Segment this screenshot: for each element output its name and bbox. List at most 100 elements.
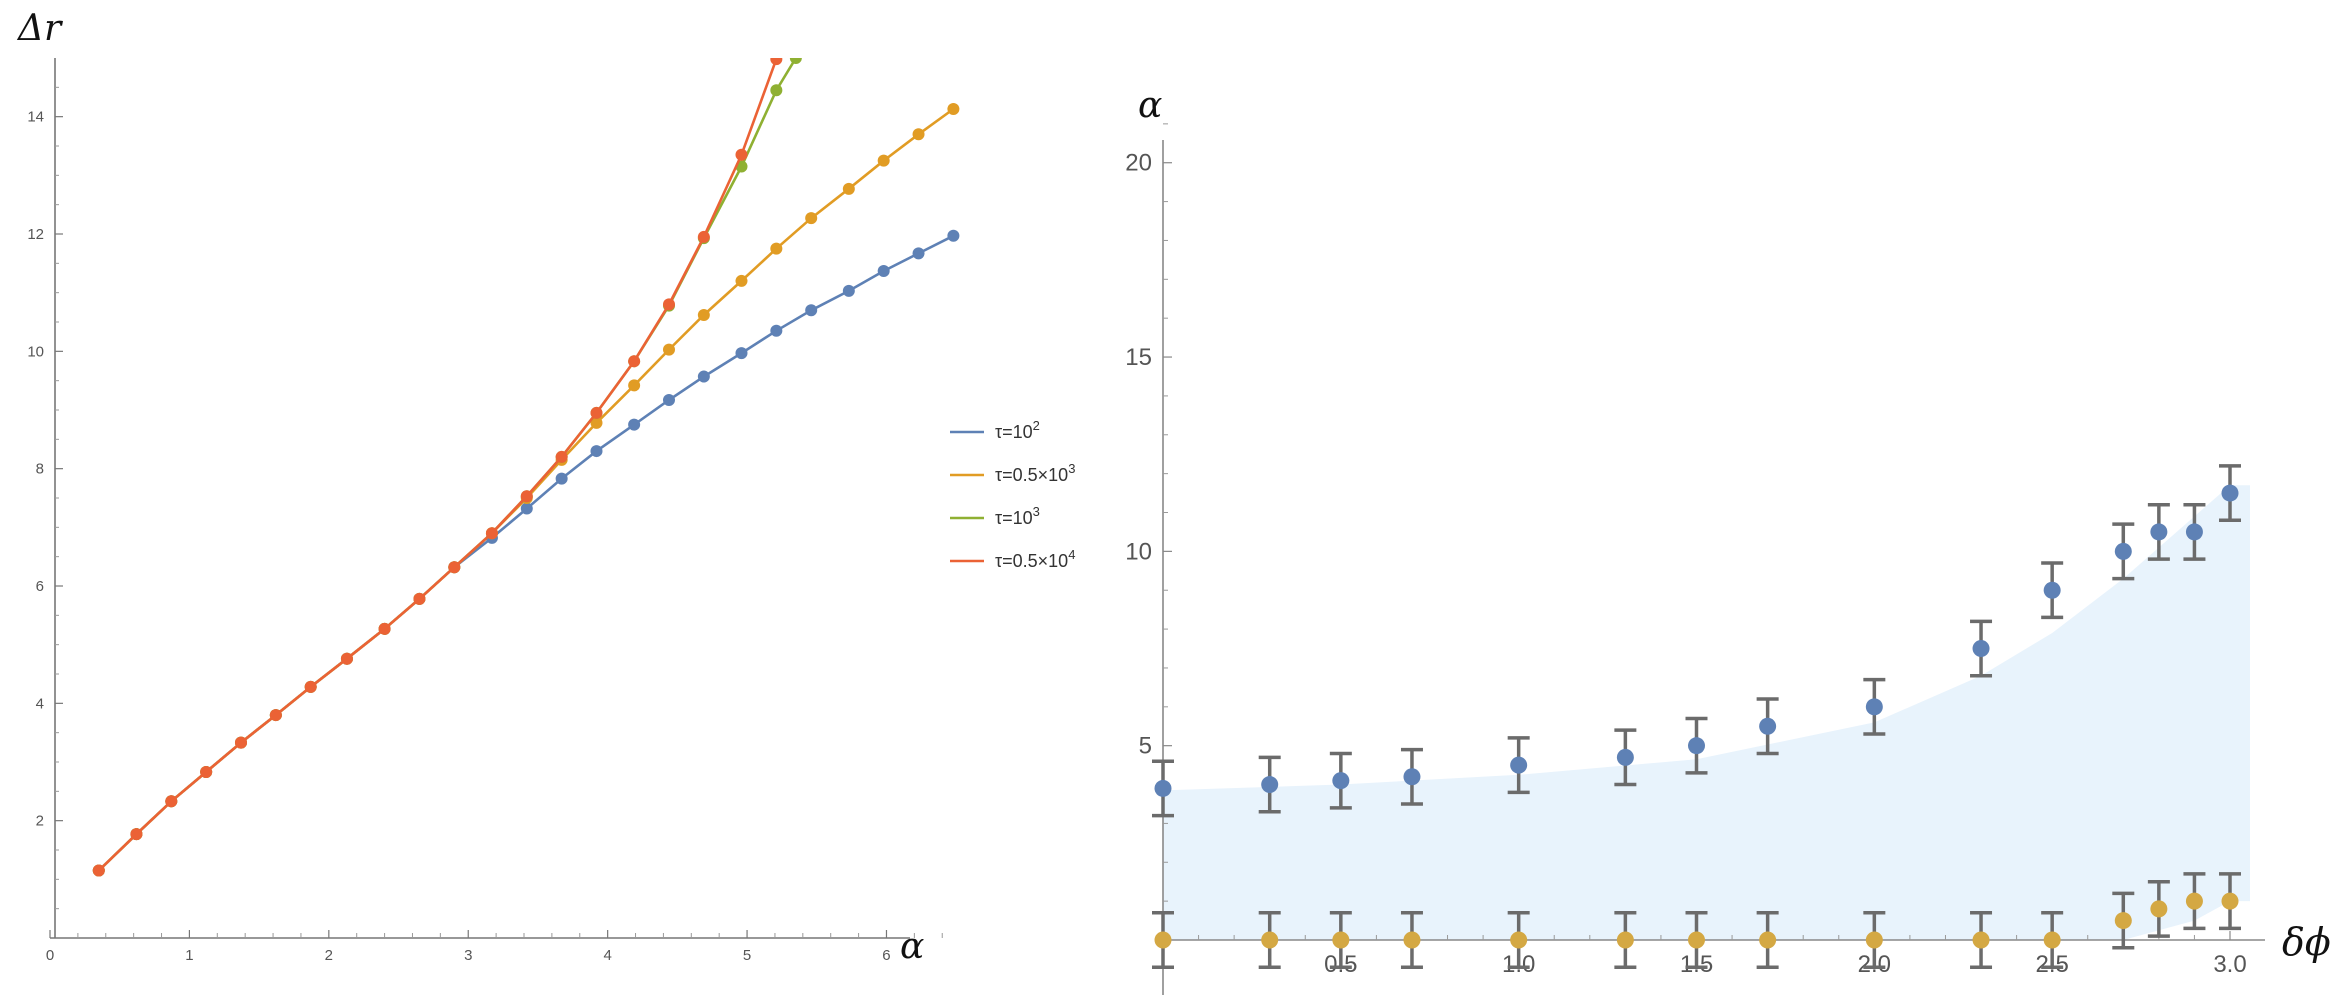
left-series-3-point (697, 230, 710, 243)
left-series-1-point (805, 212, 818, 225)
legend-label-2: τ=103 (995, 504, 1040, 528)
right-upper-point (1688, 737, 1705, 755)
right-lower-point (2043, 931, 2061, 949)
left-y-tick-label: 12 (27, 226, 44, 243)
left-series-3-point (234, 736, 247, 749)
left-series-0-point (697, 370, 710, 383)
left-y-tick-label: 8 (36, 461, 44, 478)
legend-label-3-sup: 4 (1068, 547, 1075, 562)
right-upper-point (1759, 717, 1777, 735)
right-lower-point (2114, 912, 2132, 930)
legend-label-0-sup: 2 (1033, 418, 1040, 433)
left-series-0-point (628, 418, 641, 431)
left-x-tick-label: 0 (46, 947, 54, 964)
left-series-0-line (97, 234, 954, 872)
right-lower-point (1261, 931, 1279, 949)
left-series-1-point (947, 103, 960, 116)
right-upper-point (1154, 779, 1172, 797)
legend-label-2-sup: 3 (1033, 504, 1040, 519)
left-series-3-point (590, 406, 603, 419)
right-upper-point (1865, 698, 1883, 716)
right-upper-point (1510, 756, 1528, 774)
right-x-tick-label: 3.0 (2213, 951, 2246, 978)
right-x-axis-title: δϕ (2282, 920, 2331, 964)
left-x-tick-label: 4 (603, 947, 611, 964)
right-lower-point (1332, 931, 1350, 949)
left-series-1-point (628, 379, 641, 392)
left-series-3-point (340, 652, 353, 665)
left-series-1-point (842, 182, 855, 195)
left-series-0-point (735, 347, 748, 360)
left-y-tick-label: 2 (36, 813, 44, 830)
right-lower-point (2150, 900, 2168, 918)
legend-label-3-base: τ=0.5×10 (995, 551, 1068, 571)
left-x-tick-label: 2 (325, 947, 333, 964)
left-series-1-point (912, 128, 925, 141)
right-lower-point (1865, 931, 1883, 949)
left-series-3-point (628, 355, 641, 368)
left-series-1-point (590, 416, 603, 429)
right-upper-point (2185, 523, 2203, 541)
legend-label-1-sup: 3 (1068, 461, 1075, 476)
left-series-0-point (912, 247, 925, 260)
legend-label-1: τ=0.5×103 (995, 461, 1075, 485)
left-y-tick-label: 10 (27, 343, 44, 360)
right-series-lower (1152, 872, 2241, 969)
left-series-1-line (97, 107, 955, 872)
legend-label-0-base: τ=10 (995, 422, 1033, 442)
right-y-tick-label: 20 (1125, 150, 1152, 177)
left-series-2-point (770, 84, 783, 97)
left-series-1-point (697, 308, 710, 321)
right-upper-point (2221, 484, 2239, 502)
right-lower-point (1154, 931, 1172, 949)
left-x-tick-label: 3 (464, 947, 472, 964)
left-series-3-line (97, 58, 778, 872)
left-series-0-point (770, 324, 783, 337)
right-lower-point (1759, 931, 1777, 949)
left-series-1-point (662, 343, 675, 356)
right-y-axis-title: α (1138, 85, 1162, 126)
legend-label-2-base: τ=10 (995, 508, 1033, 528)
left-series-0-point (590, 445, 603, 458)
left-series-3-point (448, 561, 461, 574)
left-series-0-point (520, 502, 533, 515)
right-lower-point (2221, 892, 2239, 910)
left-y-tick-label: 14 (27, 109, 44, 126)
left-series-1-point (735, 274, 748, 287)
left-series-0-point (555, 472, 568, 485)
right-shaded-region (1163, 485, 2250, 940)
left-series-3-point (165, 795, 178, 808)
left-series-0-point (662, 394, 675, 407)
legend-label-1-base: τ=0.5×10 (995, 465, 1068, 485)
right-upper-point (1972, 640, 1990, 658)
left-series-3-point (200, 765, 213, 778)
left-series-3-point (130, 828, 143, 841)
left-series-2-point (789, 58, 802, 64)
right-y-tick-label: 15 (1125, 344, 1152, 371)
right-upper-point (1403, 768, 1421, 786)
right-upper-point (1261, 776, 1279, 794)
right-upper-point (1332, 772, 1350, 790)
left-series-2 (92, 58, 802, 877)
left-series-1 (92, 103, 960, 877)
left-x-tick-label: 1 (185, 947, 193, 964)
left-x-tick-label: 6 (882, 947, 890, 964)
left-series-3-point (413, 592, 426, 605)
legend-label-3: τ=0.5×104 (995, 547, 1075, 571)
right-lower-point (1688, 931, 1705, 949)
right-upper-point (2114, 542, 2132, 560)
right-lower-point (1616, 931, 1634, 949)
left-series-1-point (770, 242, 783, 255)
right-y-tick-label: 5 (1139, 733, 1152, 760)
left-y-axis-title: Δr (16, 8, 63, 49)
left-y-tick-label: 6 (36, 578, 44, 595)
left-series-1-point (877, 154, 890, 167)
left-series-0-point (947, 229, 960, 242)
left-series-3-point (735, 148, 748, 161)
left-series-2-line (97, 58, 798, 872)
left-series-3-point (378, 622, 391, 635)
